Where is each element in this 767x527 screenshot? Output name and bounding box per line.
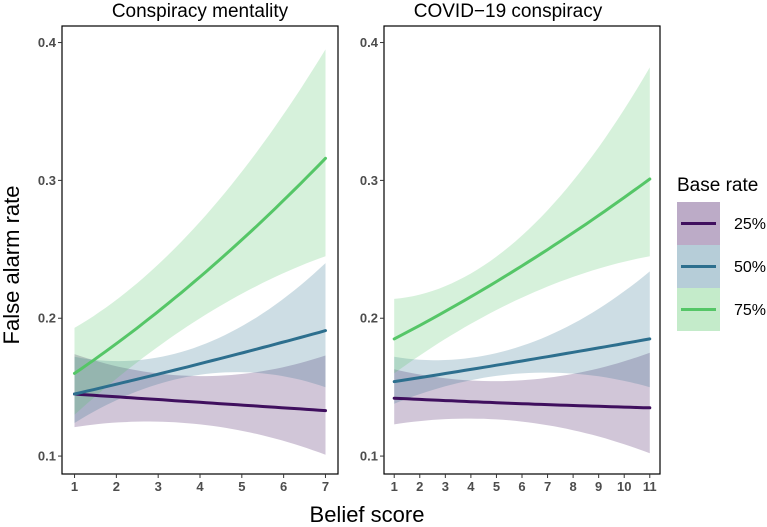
legend-label: 25% bbox=[734, 216, 766, 233]
y-tick-label: 0.4 bbox=[360, 35, 379, 50]
series-line-25pct bbox=[392, 396, 652, 410]
x-tick-label: 7 bbox=[322, 479, 329, 494]
series-line-75pct bbox=[73, 156, 327, 375]
x-tick-label: 10 bbox=[617, 479, 631, 494]
legend-label: 50% bbox=[734, 259, 766, 276]
y-tick-label: 0.3 bbox=[360, 173, 378, 188]
panel-covid-19-conspiracy: COVID−19 conspiracy 1 2 3 4 5 6 7 8 9 10 11 0.1 0.2… bbox=[360, 1, 661, 494]
x-tick-label: 6 bbox=[518, 479, 525, 494]
panel-title: Conspiracy mentality bbox=[112, 1, 289, 22]
x-tick-label: 1 bbox=[391, 479, 398, 494]
x-tick-label: 2 bbox=[416, 479, 423, 494]
ci-band-50pct bbox=[74, 263, 326, 423]
y-tick-label: 0.1 bbox=[360, 449, 378, 464]
legend-title: Base rate bbox=[677, 175, 758, 196]
x-tick-label: 5 bbox=[238, 479, 245, 494]
legend-label: 75% bbox=[734, 302, 766, 319]
x-tick-label: 4 bbox=[196, 479, 204, 494]
x-tick-label: 4 bbox=[467, 479, 475, 494]
x-tick-label: 6 bbox=[280, 479, 287, 494]
y-tick-label: 0.2 bbox=[38, 311, 56, 326]
y-axis-title: False alarm rate bbox=[0, 186, 24, 345]
series-line-50pct bbox=[392, 337, 652, 384]
x-tick-label: 5 bbox=[493, 479, 500, 494]
x-tick-label: 8 bbox=[569, 479, 576, 494]
series-line-50pct bbox=[73, 329, 327, 396]
x-tick-label: 9 bbox=[595, 479, 602, 494]
x-tick-label: 7 bbox=[544, 479, 551, 494]
x-axis-title: Belief score bbox=[310, 502, 425, 527]
series-line-75pct bbox=[392, 177, 652, 341]
series-line-25pct bbox=[73, 392, 327, 413]
y-tick-label: 0.3 bbox=[38, 173, 56, 188]
x-tick-label: 1 bbox=[71, 479, 78, 494]
x-tick-label: 2 bbox=[113, 479, 120, 494]
ci-band-75pct bbox=[74, 49, 326, 415]
panel-title: COVID−19 conspiracy bbox=[414, 1, 603, 22]
x-tick-label: 3 bbox=[442, 479, 449, 494]
x-tick-label: 3 bbox=[155, 479, 162, 494]
panel-conspiracy-mentality: Conspiracy mentality 1 2 3 4 5 6 7 0.1 0.2 0.3 0.… bbox=[38, 1, 339, 494]
legend: Base rate 25% 50% 75% bbox=[677, 175, 766, 331]
y-tick-label: 0.2 bbox=[360, 311, 378, 326]
y-tick-label: 0.4 bbox=[38, 35, 57, 50]
ci-band-75pct bbox=[394, 67, 650, 374]
x-tick-label: 11 bbox=[643, 479, 657, 494]
y-tick-label: 0.1 bbox=[38, 449, 56, 464]
